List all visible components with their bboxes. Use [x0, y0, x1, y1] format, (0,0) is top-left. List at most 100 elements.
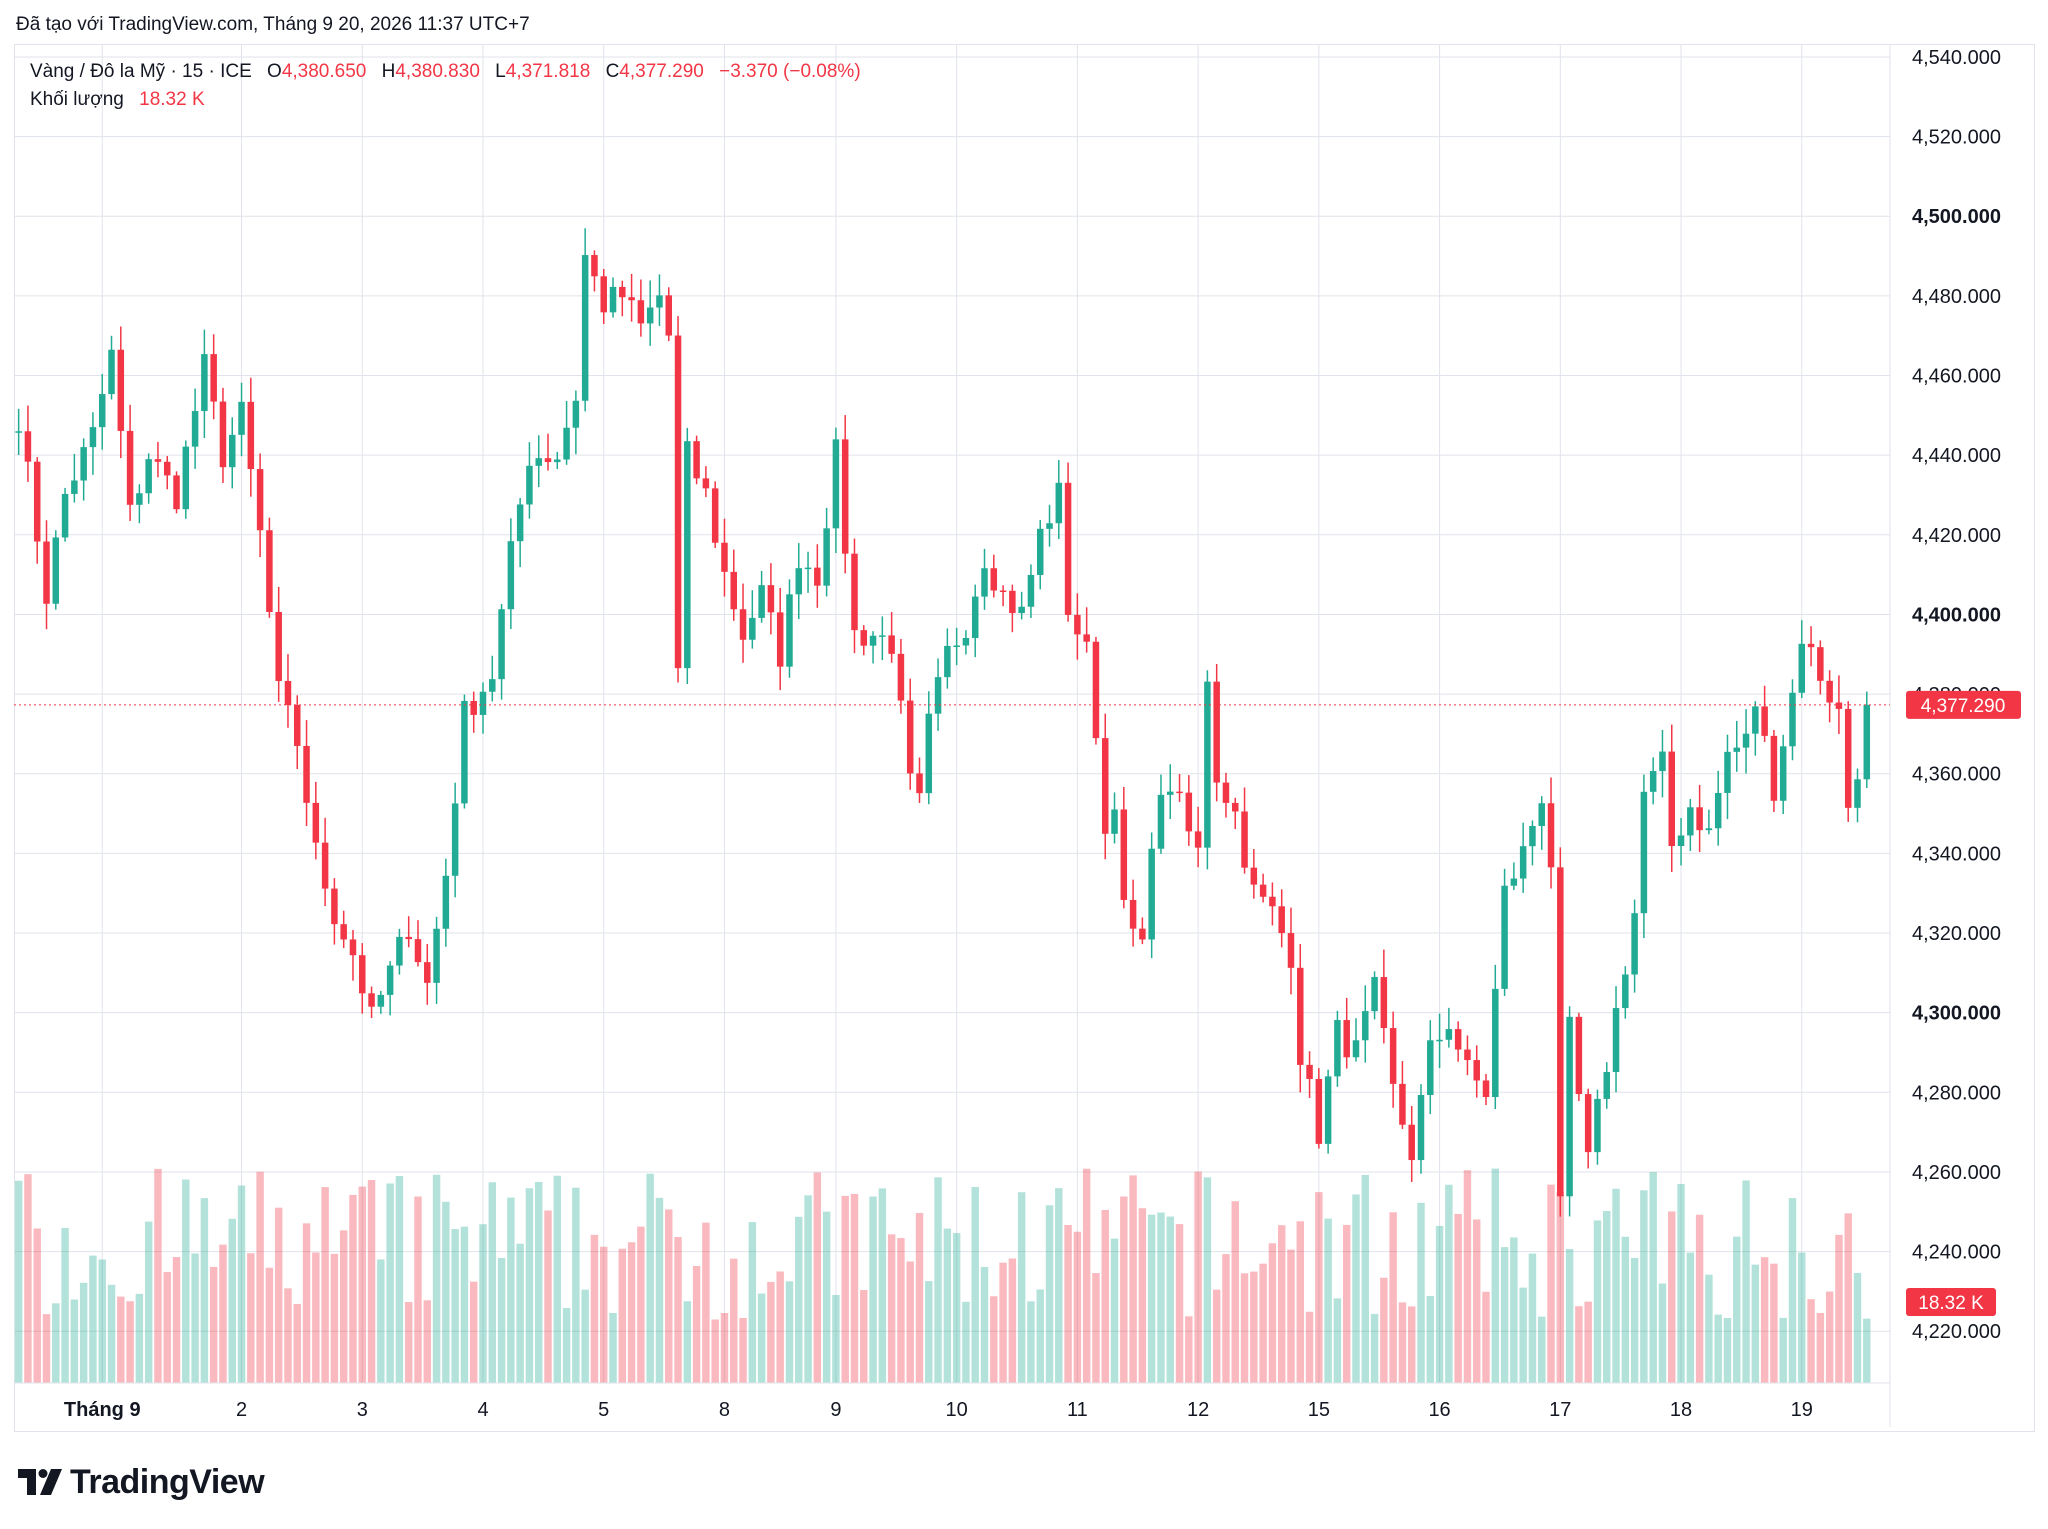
candle-body [182, 446, 190, 510]
volume-label[interactable]: Khối lượng [30, 89, 124, 110]
tradingview-logo[interactable]: TradingView [18, 1462, 265, 1502]
candle-body [1036, 528, 1044, 575]
candle-body [776, 612, 784, 667]
candle-body [1101, 738, 1109, 834]
volume-bar [748, 1222, 757, 1383]
volume-bar [1157, 1212, 1165, 1383]
candle-body [1241, 811, 1248, 868]
volume-bar [89, 1255, 97, 1383]
volume-bar [349, 1194, 357, 1383]
volume-bar [1584, 1301, 1592, 1383]
price-tick-label: 4,360.000 [1912, 764, 2001, 786]
volume-bar [1538, 1316, 1546, 1383]
candle-body [247, 401, 255, 470]
candle-body [814, 567, 821, 586]
time-tick-label: 11 [1067, 1399, 1088, 1421]
last-volume-label: 18.32 K [1918, 1293, 1984, 1314]
volume-bar [237, 1185, 246, 1383]
volume-bar [1426, 1295, 1435, 1383]
candle-body [981, 568, 988, 597]
volume-bar [42, 1314, 51, 1383]
candle-body [786, 594, 793, 667]
volume-bar [1528, 1253, 1537, 1383]
volume-bar [1510, 1237, 1518, 1383]
price-axis: 4,540.000 4,520.000 4,500.000 4,480.000 4,46… [1889, 45, 2001, 1427]
volume-bar [562, 1308, 571, 1383]
symbol-description[interactable]: Vàng / Đô la Mỹ · 15 · ICE [30, 61, 252, 82]
volume-bar [256, 1171, 264, 1383]
candle-body [711, 488, 719, 543]
candle-body [396, 936, 403, 966]
price-tick-label: 4,460.000 [1912, 366, 2001, 388]
chart-frame[interactable] [14, 44, 2035, 1432]
volume-bar [1491, 1168, 1500, 1383]
volume-bar [525, 1188, 534, 1383]
chart-credit-text: Đã tạo với TradingView.com, Tháng 9 20, … [16, 14, 530, 35]
volume-bar [404, 1302, 413, 1383]
candle-body [1148, 848, 1155, 940]
price-tick-label: 4,500.000 [1912, 206, 2001, 228]
volume-bar [934, 1177, 942, 1383]
candle-body [1807, 643, 1815, 648]
volume-bar [776, 1271, 784, 1383]
volume-bar [692, 1265, 701, 1383]
volume-bar [1036, 1289, 1044, 1383]
candle-body [1584, 1094, 1592, 1153]
volume-bar [1816, 1312, 1825, 1383]
candle-body [451, 803, 459, 876]
volume-bar [1055, 1188, 1063, 1383]
volume-bar [600, 1246, 608, 1383]
candle-body [851, 553, 858, 631]
volume-bar [1519, 1287, 1527, 1383]
volume-bar [646, 1173, 654, 1383]
volume-bar [442, 1201, 450, 1383]
volume-bar [1705, 1274, 1713, 1383]
volume-bar [544, 1210, 552, 1383]
volume-bar [702, 1222, 710, 1383]
candle-body [219, 401, 227, 468]
volume-bar [1092, 1273, 1100, 1383]
candle-body [544, 458, 552, 463]
volume-bar [1575, 1306, 1583, 1383]
volume-bar [655, 1197, 664, 1383]
volume-bar [1788, 1198, 1797, 1383]
volume-bar [469, 1281, 478, 1383]
volume-bar [126, 1301, 134, 1383]
volume-bar [590, 1234, 599, 1383]
price-tick-label: 4,440.000 [1912, 445, 2001, 467]
candle-body [693, 441, 700, 479]
candle-body [1696, 807, 1703, 831]
volume-bar [952, 1233, 961, 1383]
candle-body [869, 635, 877, 646]
volume-bar [1844, 1213, 1852, 1383]
volume-value: 18.32 K [139, 89, 205, 110]
candle-body [1826, 680, 1833, 703]
volume-bar [1630, 1258, 1639, 1383]
candle-body [804, 567, 812, 570]
price-tick-label: 4,300.000 [1912, 1003, 2001, 1025]
candle-body [498, 609, 505, 680]
last-price-label: 4,377.290 [1921, 696, 2006, 717]
volume-bar [1073, 1231, 1082, 1383]
volume-bar [1742, 1180, 1750, 1383]
candle-body [758, 585, 765, 618]
volume-bar [1110, 1238, 1119, 1383]
candle-body [1557, 867, 1564, 1197]
volume-bar [163, 1272, 171, 1383]
candle-body [33, 461, 41, 542]
candle-body [879, 635, 886, 637]
volume-bar [1296, 1221, 1304, 1383]
volume-bar [1008, 1258, 1017, 1383]
candle-body [1157, 794, 1165, 849]
volume-bar [1194, 1171, 1202, 1383]
candle-body [470, 700, 477, 715]
candle-body [163, 461, 171, 476]
candle-body [191, 411, 199, 447]
candle-body [331, 888, 338, 925]
candle-body [1027, 574, 1035, 607]
candle-body [1380, 977, 1388, 1029]
volume-bar [535, 1181, 543, 1383]
volume-bar [1407, 1306, 1416, 1383]
candle-body [1408, 1124, 1415, 1161]
